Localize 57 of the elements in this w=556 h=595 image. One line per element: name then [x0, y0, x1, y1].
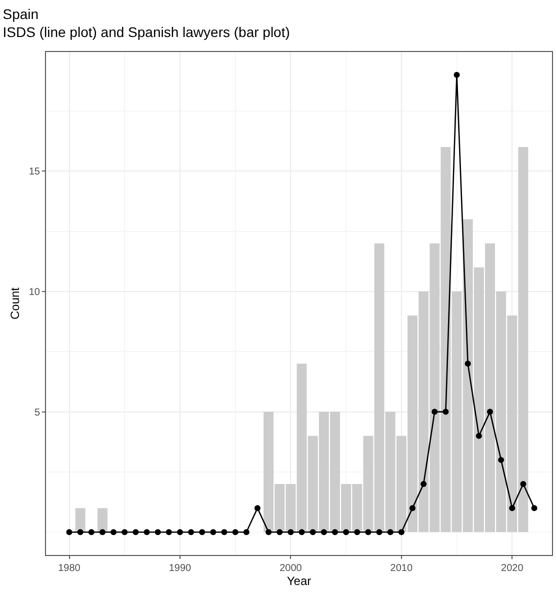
- point: [398, 529, 404, 536]
- point: [531, 505, 538, 512]
- point: [298, 529, 305, 536]
- point: [110, 529, 117, 536]
- point: [442, 408, 449, 415]
- bar: [97, 508, 108, 532]
- point: [176, 529, 183, 536]
- point: [243, 529, 250, 536]
- point: [199, 529, 206, 536]
- x-tick-label: 2000: [280, 563, 302, 574]
- x-tick-label: 2010: [390, 563, 413, 574]
- point: [343, 529, 350, 536]
- point: [432, 408, 438, 415]
- y-tick-label: 5: [34, 407, 40, 418]
- x-axis-title: Year: [286, 574, 312, 588]
- point: [320, 529, 327, 536]
- point: [154, 529, 161, 536]
- point: [188, 529, 194, 536]
- point: [288, 529, 294, 536]
- point: [354, 529, 360, 536]
- point: [166, 529, 172, 536]
- point: [254, 505, 260, 512]
- y-axis-title: Count: [8, 286, 22, 320]
- point: [498, 456, 504, 463]
- y-tick-label: 15: [28, 166, 40, 178]
- point: [276, 529, 283, 536]
- y-tick-label: 10: [28, 286, 40, 298]
- point: [99, 529, 106, 536]
- point: [420, 481, 427, 487]
- point: [454, 72, 460, 78]
- bar: [75, 508, 86, 532]
- point: [122, 529, 128, 536]
- point: [487, 408, 493, 415]
- point: [476, 432, 482, 439]
- point: [464, 360, 471, 367]
- x-tick-label: 1980: [58, 563, 81, 574]
- point: [332, 529, 338, 536]
- chart-subtitle: ISDS (line plot) and Spanish lawyers (bar plot): [2, 24, 290, 40]
- point: [66, 529, 72, 536]
- point: [376, 529, 382, 536]
- point: [210, 529, 216, 536]
- point: [310, 529, 316, 536]
- point: [221, 529, 228, 536]
- point: [387, 529, 394, 536]
- point: [232, 529, 238, 536]
- point: [266, 529, 272, 536]
- point: [132, 529, 139, 536]
- point: [365, 529, 372, 536]
- chart-title: Spain: [2, 6, 39, 22]
- point: [409, 505, 416, 512]
- point: [88, 529, 94, 536]
- point: [144, 529, 150, 536]
- point: [520, 481, 526, 487]
- point: [509, 505, 516, 512]
- point: [77, 529, 84, 536]
- x-tick-label: 2020: [501, 563, 524, 574]
- x-tick-label: 1990: [168, 563, 192, 574]
